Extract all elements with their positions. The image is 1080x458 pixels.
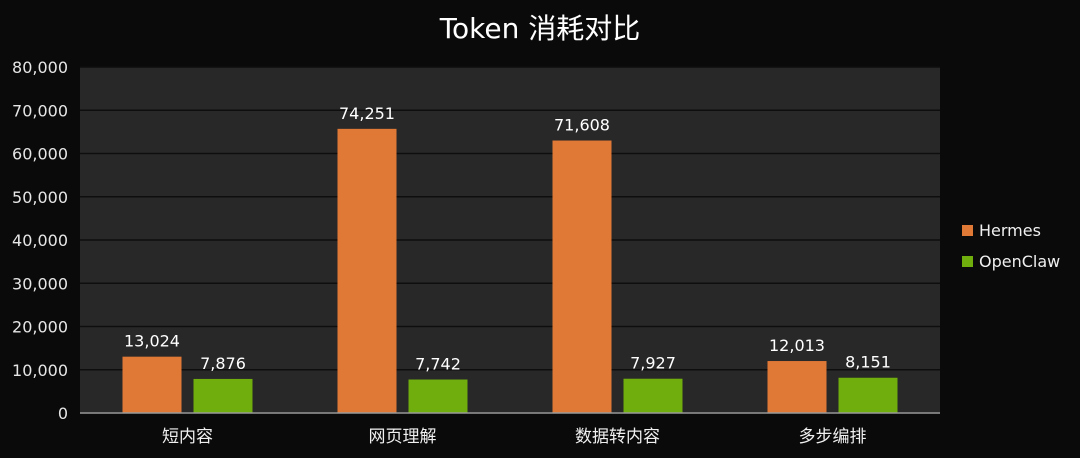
x-tick-label: 数据转内容 xyxy=(575,427,660,447)
legend-swatch-openclaw xyxy=(962,256,973,267)
legend-label: OpenClaw xyxy=(979,252,1060,271)
data-label: 7,876 xyxy=(200,354,246,373)
bar-openclaw xyxy=(193,378,253,413)
x-tick-label: 多步编排 xyxy=(799,427,867,447)
bar-hermes xyxy=(337,128,397,413)
data-label: 74,251 xyxy=(339,104,395,123)
bar-openclaw xyxy=(408,379,468,413)
x-axis: 短内容 网页理解 数据转内容 多步编排 xyxy=(80,412,940,447)
data-label: 8,151 xyxy=(845,353,891,372)
data-label: 13,024 xyxy=(124,332,180,351)
legend-swatch-hermes xyxy=(962,225,973,236)
bar-hermes xyxy=(767,361,827,413)
y-tick-label: 80,000 xyxy=(12,58,68,77)
data-label: 71,608 xyxy=(554,116,610,135)
y-tick-label: 40,000 xyxy=(12,231,68,250)
y-tick-label: 20,000 xyxy=(12,318,68,337)
bar-openclaw xyxy=(838,377,898,413)
data-label: 7,742 xyxy=(415,355,461,374)
data-label: 12,013 xyxy=(769,336,825,355)
legend: Hermes OpenClaw xyxy=(962,221,1060,271)
y-tick-label: 10,000 xyxy=(12,361,68,380)
y-tick-label: 30,000 xyxy=(12,274,68,293)
data-label: 7,927 xyxy=(630,354,676,373)
y-tick-label: 50,000 xyxy=(12,188,68,207)
y-tick-label: 0 xyxy=(58,404,68,423)
x-tick-label: 网页理解 xyxy=(369,427,437,447)
bar-openclaw xyxy=(623,378,683,413)
y-tick-label: 60,000 xyxy=(12,145,68,164)
bars xyxy=(122,128,898,413)
bar-hermes xyxy=(552,140,612,413)
y-axis: 0 10,000 20,000 30,000 40,000 50,000 60,000 70,… xyxy=(12,58,68,423)
legend-label: Hermes xyxy=(979,221,1041,240)
bar-hermes xyxy=(122,356,182,413)
y-tick-label: 70,000 xyxy=(12,101,68,120)
data-labels: 13,024 7,876 74,251 7,742 71,608 7,927 12,013 8… xyxy=(124,104,891,374)
x-tick-label: 短内容 xyxy=(162,427,213,447)
chart-title: Token 消耗对比 xyxy=(439,12,641,45)
